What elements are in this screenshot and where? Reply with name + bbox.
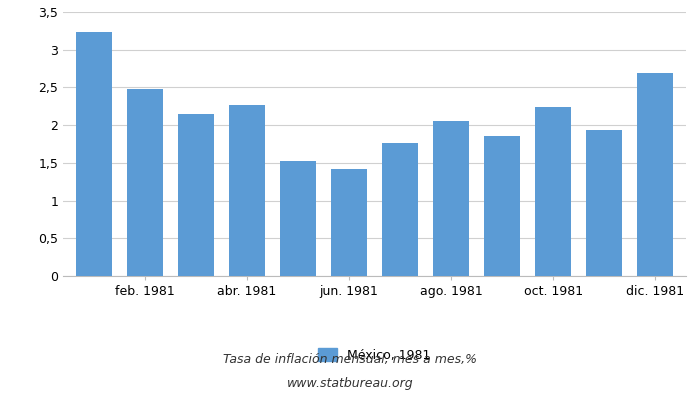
- Legend: México, 1981: México, 1981: [318, 348, 430, 362]
- Bar: [587, 130, 622, 276]
- Bar: [229, 105, 265, 276]
- Bar: [127, 89, 162, 276]
- Bar: [484, 136, 520, 276]
- Bar: [76, 32, 111, 276]
- Bar: [433, 121, 469, 276]
- Bar: [536, 107, 571, 276]
- Text: www.statbureau.org: www.statbureau.org: [287, 378, 413, 390]
- Text: Tasa de inflación mensual, mes a mes,%: Tasa de inflación mensual, mes a mes,%: [223, 354, 477, 366]
- Bar: [638, 73, 673, 276]
- Bar: [178, 114, 214, 276]
- Bar: [280, 161, 316, 276]
- Bar: [331, 169, 367, 276]
- Bar: [382, 143, 418, 276]
